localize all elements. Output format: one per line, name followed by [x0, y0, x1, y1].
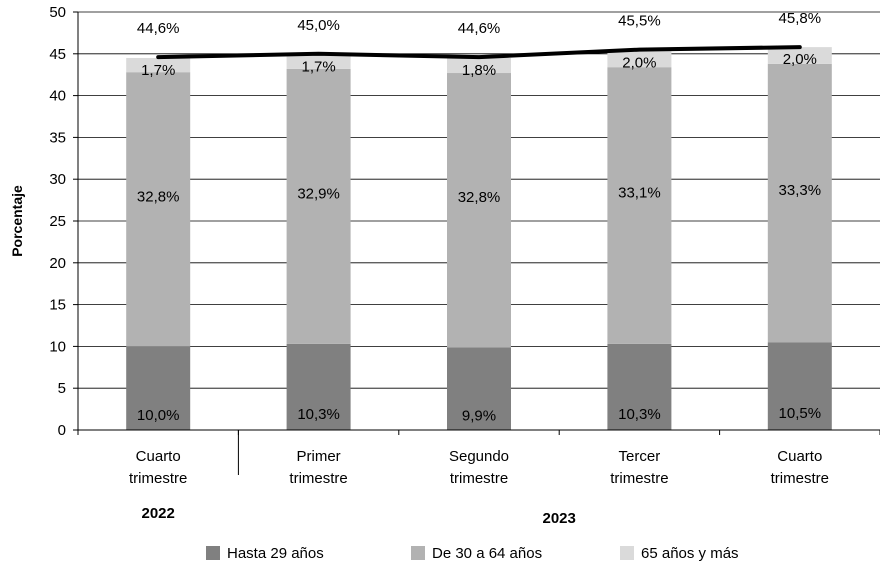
category-label: Cuarto — [136, 448, 181, 465]
total-label: 45,5% — [618, 13, 661, 30]
bar-segment — [126, 57, 191, 73]
category-label: Primer — [297, 448, 341, 465]
bar-segment — [447, 73, 511, 348]
group-label: 2022 — [142, 505, 175, 522]
legend-label: De 30 a 64 años — [432, 545, 542, 562]
category-label: Tercer — [619, 448, 661, 465]
data-label: 9,9% — [462, 408, 496, 425]
bar-segment — [126, 72, 191, 347]
bars — [126, 47, 832, 430]
category-label: trimestre — [129, 470, 187, 487]
data-label: 33,1% — [618, 185, 661, 202]
bar-segment — [607, 343, 672, 430]
bar-segment — [126, 346, 191, 430]
y-axis-label: Porcentaje — [9, 185, 25, 257]
y-tick-label: 50 — [49, 4, 66, 21]
bar-segment — [607, 67, 672, 344]
data-label: 10,0% — [137, 407, 180, 424]
y-tick-label: 35 — [49, 129, 66, 146]
total-label: 44,6% — [137, 20, 180, 37]
legend-label: Hasta 29 años — [227, 545, 324, 562]
data-label: 1,7% — [141, 62, 175, 79]
bar-segment — [286, 54, 351, 69]
data-label: 2,0% — [783, 51, 817, 68]
total-line: 44,6% 45,0% 44,6% 45,5% 45,8% — [137, 10, 822, 60]
data-label: 10,3% — [618, 406, 661, 423]
bar-segment — [447, 347, 511, 430]
category-label: trimestre — [771, 470, 829, 487]
category-label: trimestre — [289, 470, 347, 487]
group-labels: 2022 2023 — [142, 505, 576, 527]
total-label: 44,6% — [458, 20, 501, 37]
data-label: 32,8% — [458, 189, 501, 206]
y-tick-label: 15 — [49, 297, 66, 314]
bar-segment — [767, 342, 832, 430]
data-label: 1,7% — [301, 59, 335, 76]
data-label: 32,9% — [297, 185, 340, 202]
total-label: 45,0% — [297, 17, 340, 34]
y-tick-label: 10 — [49, 338, 66, 355]
data-label: 33,3% — [779, 182, 822, 199]
category-label: Segundo — [449, 448, 509, 465]
legend-swatch — [620, 546, 634, 560]
legend: Hasta 29 años De 30 a 64 años 65 años y má… — [206, 545, 739, 562]
category-label: Cuarto — [777, 448, 822, 465]
y-tick-label: 25 — [49, 213, 66, 230]
bar-segment — [286, 343, 351, 430]
y-tick-label: 45 — [49, 46, 66, 63]
y-tick-label: 5 — [58, 380, 66, 397]
y-tick-label: 40 — [49, 88, 66, 105]
group-label: 2023 — [543, 510, 576, 527]
data-label: 10,3% — [297, 406, 340, 423]
total-series-line — [156, 45, 802, 60]
total-label: 45,8% — [779, 10, 822, 27]
category-label: trimestre — [610, 470, 668, 487]
legend-swatch — [411, 546, 425, 560]
y-tick-label: 20 — [49, 255, 66, 272]
category-label: trimestre — [450, 470, 508, 487]
bar-segment — [447, 57, 511, 74]
legend-swatch — [206, 546, 220, 560]
y-tick-label: 0 — [58, 422, 66, 439]
y-tick-label: 30 — [49, 171, 66, 188]
bar-segment — [607, 50, 672, 68]
legend-label: 65 años y más — [641, 545, 739, 562]
axes: 0 5 10 15 20 25 30 35 40 45 50 — [49, 4, 880, 475]
bar-segment — [767, 63, 832, 343]
data-label: 1,8% — [462, 62, 496, 79]
category-labels: Cuarto trimestre Primer trimestre Segundo tri… — [129, 448, 829, 487]
bar-segment — [767, 47, 832, 64]
data-label: 32,8% — [137, 188, 180, 205]
bar-segment — [286, 68, 351, 344]
data-label: 2,0% — [622, 54, 656, 71]
data-labels: 10,0% 32,8% 1,7% 10,3% 32,9% 1,7% 9,9% 32,8% 1,8… — [137, 51, 821, 425]
data-label: 10,5% — [779, 405, 822, 422]
